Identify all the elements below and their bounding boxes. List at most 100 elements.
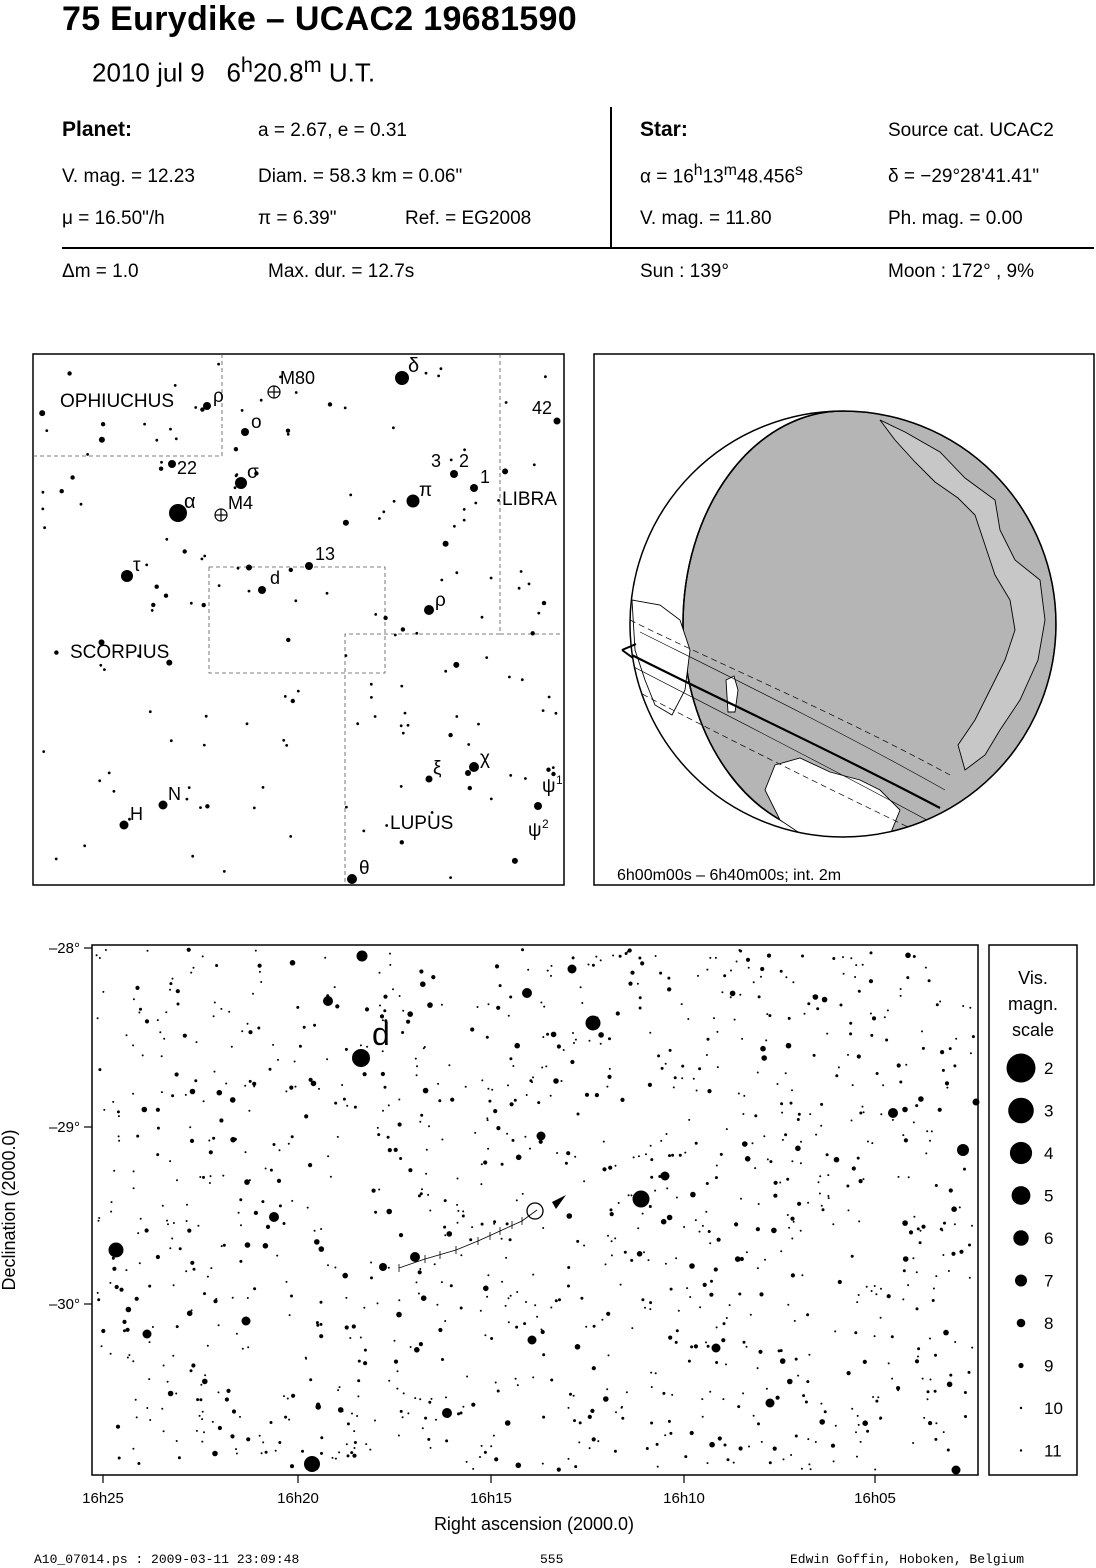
detail-star: [320, 1436, 324, 1440]
detail-star: [247, 1346, 250, 1349]
globe-time-caption: 6h00m00s – 6h40m00s; int. 2m: [617, 867, 841, 884]
finder-star: [345, 805, 348, 809]
detail-star: [964, 1415, 967, 1418]
magnitude-legend-frame: [988, 944, 1078, 1476]
label-chi: χ: [480, 748, 490, 769]
detail-star: [493, 1222, 496, 1225]
detail-star: [905, 952, 911, 959]
detail-star: [419, 969, 424, 974]
detail-star: [359, 1044, 362, 1047]
detail-star: [722, 1398, 725, 1401]
detail-star: [801, 954, 804, 958]
detail-star: [345, 1443, 348, 1446]
detail-star: [584, 1092, 590, 1097]
detail-star: [500, 1237, 503, 1240]
ra-seconds: 48.456: [736, 166, 796, 188]
detail-star: [668, 1048, 672, 1052]
finder-star: [430, 811, 434, 814]
detail-star: [144, 1019, 150, 1024]
detail-star: [252, 1081, 257, 1086]
star-phmag: Ph. mag. = 0.00: [888, 208, 1023, 229]
detail-star: [948, 1188, 953, 1193]
detail-star: [178, 1247, 182, 1251]
finder-star: [544, 375, 547, 379]
detail-star: [917, 1347, 921, 1351]
detail-star: [525, 1094, 528, 1096]
detail-star: [934, 1184, 938, 1187]
detail-chart: d 16h25 16h20 16h15 16h10 16h05 –28° –29…: [0, 940, 1078, 1534]
detail-star: [186, 947, 191, 952]
detail-star: [726, 1458, 730, 1462]
detail-star: [808, 1463, 811, 1466]
detail-star: [865, 1285, 868, 1288]
detail-star: [797, 1201, 802, 1206]
detail-star: [189, 1126, 192, 1129]
detail-star: [737, 1405, 741, 1409]
detail-star: [734, 1256, 741, 1262]
finder-star: [342, 519, 349, 526]
detail-star: [427, 1193, 430, 1196]
ra-h-unit: h: [693, 162, 703, 179]
detail-star: [592, 1324, 596, 1328]
detail-star: [160, 1091, 163, 1094]
finder-star: [530, 631, 535, 636]
detail-star: [397, 1122, 402, 1127]
detail-star-bright: [972, 1098, 980, 1106]
detail-star: [583, 1244, 586, 1247]
detail-star: [126, 1356, 129, 1359]
star-42-lib: [553, 417, 561, 425]
legend-marker-mag-2: [1006, 1053, 1036, 1083]
detail-star: [421, 1188, 423, 1191]
detail-star: [514, 1377, 517, 1380]
detail-star: [597, 1440, 600, 1443]
detail-star: [725, 1317, 728, 1319]
finder-star: [194, 406, 198, 409]
detail-star: [212, 1015, 215, 1018]
detail-star: [842, 956, 844, 959]
detail-star: [851, 1084, 854, 1087]
detail-star: [721, 991, 724, 994]
detail-star: [917, 1355, 919, 1358]
detail-star: [821, 996, 828, 1003]
detail-star: [115, 1424, 121, 1429]
detail-star: [951, 1206, 957, 1212]
detail-star: [359, 1336, 362, 1339]
detail-star: [278, 1441, 282, 1444]
detail-star: [802, 1394, 806, 1398]
detail-star: [701, 1415, 704, 1418]
detail-star: [244, 1151, 247, 1154]
detail-star: [138, 1262, 141, 1265]
detail-star: [110, 1201, 113, 1204]
detail-star: [397, 1434, 400, 1437]
detail-star: [166, 1380, 169, 1383]
detail-star: [241, 1347, 244, 1350]
detail-star: [725, 1363, 727, 1366]
finder-star: [383, 615, 388, 621]
finder-star: [485, 656, 489, 659]
detail-star: [886, 1294, 891, 1299]
star-declination: δ = −29°28'41.41": [888, 166, 1040, 187]
detail-star: [103, 1108, 106, 1111]
finder-stars: [39, 362, 558, 879]
finder-star: [112, 789, 116, 793]
detail-star: [501, 1280, 504, 1283]
detail-star: [709, 956, 712, 959]
detail-star: [816, 1007, 820, 1011]
detail-star: [784, 1072, 787, 1075]
detail-star: [480, 1444, 483, 1447]
detail-star: [357, 1379, 361, 1383]
detail-star: [874, 1468, 877, 1471]
detail-star: [213, 1299, 218, 1304]
finder-star: [462, 518, 466, 522]
detail-star: [897, 1175, 900, 1178]
detail-star: [837, 1279, 842, 1285]
detail-star: [744, 1156, 751, 1162]
detail-star: [139, 1007, 142, 1011]
detail-star: [567, 1457, 570, 1460]
detail-star: [814, 1441, 817, 1443]
detail-star: [219, 1118, 224, 1123]
detail-star: [135, 1416, 138, 1419]
detail-star: [206, 1275, 209, 1278]
finder-star: [374, 613, 378, 616]
detail-star: [897, 1389, 900, 1392]
